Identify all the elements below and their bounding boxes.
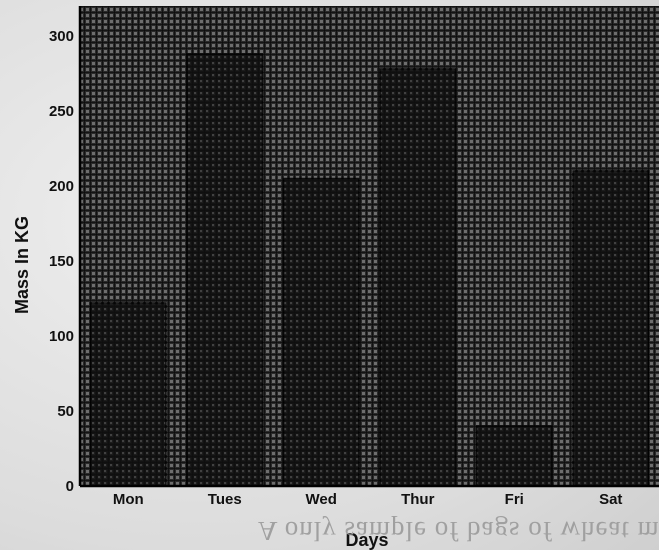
plot-area: [80, 6, 659, 486]
y-tick-250: 250: [49, 103, 74, 120]
x-tick-sat: Sat: [599, 491, 622, 508]
y-tick-50: 50: [57, 403, 74, 420]
bleed-through-caption: A only sample of bags of wheat maize: [258, 516, 658, 546]
x-tick-fri: Fri: [505, 491, 524, 508]
x-tick-labels: Mon Tues Wed Thur Fri Sat: [113, 491, 623, 508]
grid-background: [80, 6, 659, 486]
bar-fri: [475, 425, 553, 487]
axes-group: [78, 6, 659, 488]
y-tick-0: 0: [66, 478, 74, 495]
bars-group: [89, 53, 650, 487]
x-tick-mon: Mon: [113, 491, 144, 508]
y-axis-label: Mass In KG: [12, 216, 32, 314]
bar-tues: [186, 53, 264, 487]
x-axis-label: Days: [345, 530, 388, 550]
bar-thur: [379, 68, 457, 487]
y-tick-labels: 0 50 100 150 200 250 300: [49, 28, 74, 495]
y-tick-300: 300: [49, 28, 74, 45]
bar-sat: [572, 170, 650, 487]
x-tick-wed: Wed: [306, 491, 337, 508]
x-tick-tues: Tues: [208, 491, 242, 508]
y-tick-100: 100: [49, 328, 74, 345]
bar-wed: [282, 177, 360, 487]
bar-mon: [89, 302, 167, 487]
x-tick-thur: Thur: [401, 491, 434, 508]
y-tick-200: 200: [49, 178, 74, 195]
y-tick-150: 150: [49, 253, 74, 270]
